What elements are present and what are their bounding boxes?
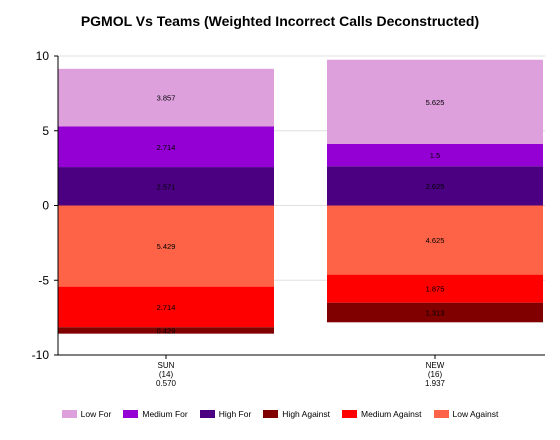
data-label: 1.313 bbox=[426, 308, 445, 317]
bar-segment-low-against bbox=[58, 205, 274, 287]
y-tick-label: 5 bbox=[42, 124, 49, 138]
legend-label: Medium For bbox=[142, 409, 188, 419]
legend-swatch bbox=[199, 410, 215, 418]
legend-swatch bbox=[61, 410, 77, 418]
y-tick-label: -10 bbox=[32, 348, 50, 362]
legend-label: High For bbox=[218, 409, 252, 419]
data-label: 3.857 bbox=[157, 94, 176, 103]
legend-label: Low Against bbox=[452, 409, 499, 419]
legend-item: Medium For bbox=[123, 409, 188, 419]
data-label: 2.571 bbox=[157, 182, 176, 191]
data-label: 2.625 bbox=[426, 182, 445, 191]
bar-segment-high-against bbox=[58, 327, 274, 334]
y-tick-label: 10 bbox=[36, 49, 50, 63]
legend-item: High Against bbox=[263, 409, 330, 419]
bar-segment-high-for bbox=[327, 166, 543, 206]
bar-segment-medium-against bbox=[58, 286, 274, 328]
x-category-total: 1.937 bbox=[425, 379, 446, 388]
legend-swatch bbox=[433, 410, 449, 418]
chart-legend: Low For Medium For High For High Against Med… bbox=[0, 409, 560, 419]
data-label: 1.5 bbox=[430, 151, 440, 160]
bar-segment-medium-against bbox=[327, 274, 543, 303]
x-category-total: 0.570 bbox=[156, 379, 177, 388]
bar-segment-high-for bbox=[58, 167, 274, 206]
legend-label: Medium Against bbox=[361, 409, 422, 419]
bar-segment-low-for bbox=[58, 68, 274, 127]
legend-item: High For bbox=[199, 409, 252, 419]
data-label: 5.429 bbox=[157, 242, 176, 251]
x-category-count: (14) bbox=[159, 370, 174, 379]
x-category-label: SUN bbox=[158, 361, 175, 370]
data-label: 1.875 bbox=[426, 285, 445, 294]
bar-segment-medium-for bbox=[58, 126, 274, 168]
y-tick-label: -5 bbox=[38, 273, 49, 287]
bar-segment-low-for bbox=[327, 59, 543, 144]
data-label: 0.429 bbox=[157, 326, 176, 335]
legend-swatch bbox=[342, 410, 358, 418]
legend-item: Low Against bbox=[433, 409, 499, 419]
bar-segment-high-against bbox=[327, 302, 543, 323]
legend-swatch bbox=[263, 410, 279, 418]
bar-segment-low-against bbox=[327, 205, 543, 275]
x-category-label: NEW bbox=[426, 361, 445, 370]
data-label: 5.625 bbox=[426, 98, 445, 107]
legend-item: Medium Against bbox=[342, 409, 422, 419]
legend-item: Low For bbox=[61, 409, 112, 419]
data-label: 2.714 bbox=[157, 303, 176, 312]
y-tick-label: 0 bbox=[42, 199, 49, 213]
legend-label: Low For bbox=[80, 409, 112, 419]
data-label: 4.625 bbox=[426, 236, 445, 245]
legend-label: High Against bbox=[282, 409, 331, 419]
legend-swatch bbox=[123, 410, 139, 418]
x-category-count: (16) bbox=[428, 370, 443, 379]
data-label: 2.714 bbox=[157, 143, 176, 152]
bar-segment-medium-for bbox=[327, 143, 543, 167]
chart-title: PGMOL Vs Teams (Weighted Incorrect Calls… bbox=[80, 13, 480, 29]
